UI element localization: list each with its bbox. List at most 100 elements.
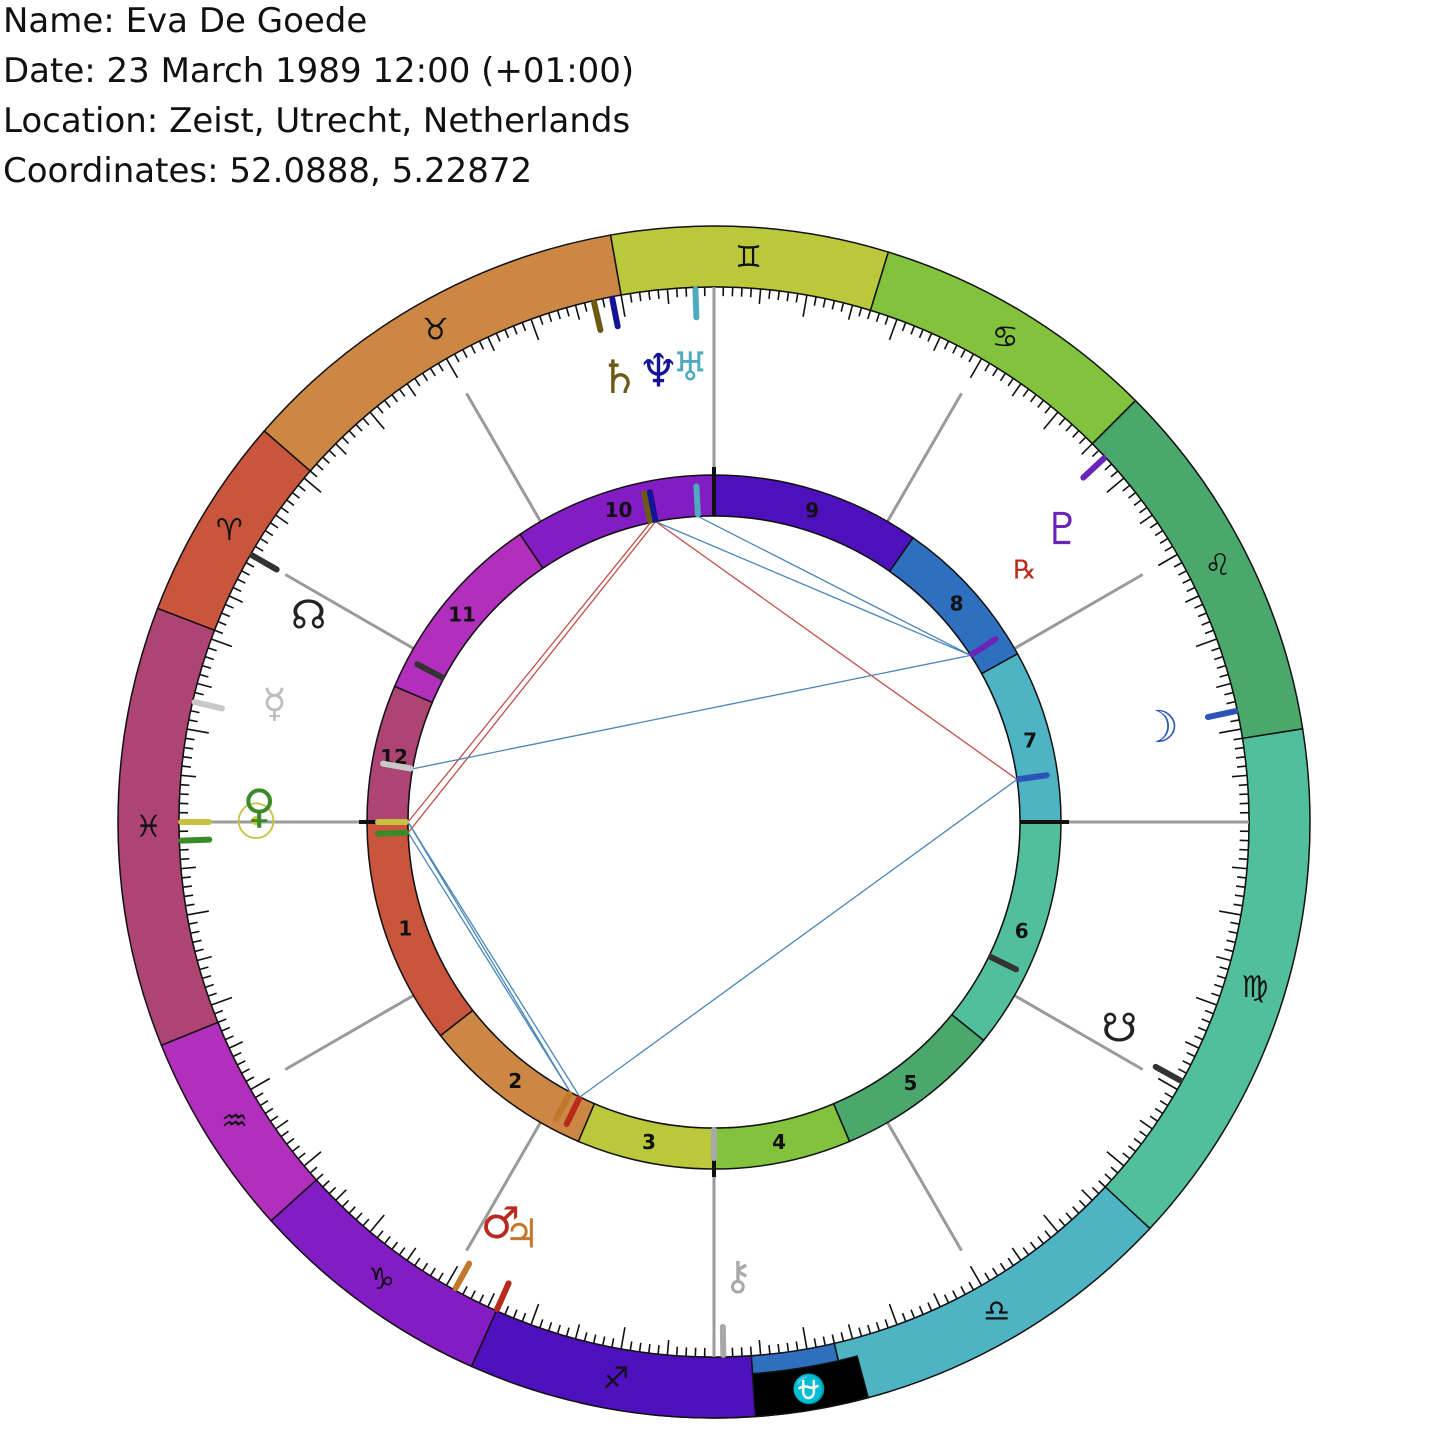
degree-tick	[1214, 983, 1224, 989]
degree-tick	[182, 885, 193, 888]
degree-tick	[1234, 894, 1244, 898]
degree-tick	[221, 1026, 231, 1032]
degree-tick	[786, 1342, 790, 1352]
degree-tick	[202, 664, 212, 669]
degree-tick	[1216, 682, 1231, 689]
degree-tick	[786, 292, 790, 302]
house-number-7: 7	[1023, 728, 1037, 752]
degree-tick	[504, 329, 510, 339]
degree-tick	[180, 783, 190, 787]
degree-tick	[495, 332, 501, 342]
outer-planet-marker	[191, 699, 225, 712]
uranus-icon: ♅	[672, 345, 708, 391]
degree-tick	[429, 367, 436, 377]
degree-tick	[875, 1322, 881, 1332]
degree-tick	[999, 372, 1007, 382]
degree-tick	[1029, 394, 1037, 403]
degree-tick	[504, 1305, 510, 1315]
degree-tick	[666, 288, 670, 305]
degree-tick	[1104, 1173, 1113, 1181]
degree-tick	[280, 1130, 289, 1138]
degree-tick	[232, 586, 242, 593]
degree-tick	[478, 1294, 485, 1304]
degree-tick	[445, 1265, 459, 1286]
degree-tick	[1214, 655, 1224, 661]
outer-planet-marker	[178, 836, 213, 844]
house-cusp-line	[886, 1121, 963, 1252]
degree-tick	[1037, 1236, 1045, 1245]
degree-tick	[822, 1336, 827, 1346]
degree-tick	[992, 1267, 999, 1277]
outer-planet-marker	[591, 299, 604, 333]
degree-tick	[968, 353, 975, 363]
degree-tick	[758, 1339, 762, 1356]
degree-tick	[1104, 463, 1113, 471]
house-number-9: 9	[805, 499, 819, 523]
degree-tick	[241, 570, 250, 576]
degree-tick	[1173, 561, 1183, 568]
degree-tick	[620, 294, 626, 317]
degree-tick	[847, 305, 854, 320]
neptune-icon: ♆	[638, 343, 679, 397]
house-cusp-lines	[179, 287, 1249, 1357]
degree-tick	[1043, 411, 1059, 430]
degree-tick	[1204, 1009, 1214, 1015]
pisces-glyph: ♓	[135, 809, 162, 844]
degree-tick	[675, 288, 679, 298]
degree-tick	[210, 638, 233, 648]
degree-tick	[1238, 783, 1248, 787]
degree-tick	[236, 1060, 246, 1066]
degree-tick	[1235, 885, 1246, 888]
degree-tick	[888, 1303, 898, 1326]
degree-tick	[270, 522, 279, 529]
degree-tick	[1091, 1186, 1100, 1195]
inner-planet-marker	[646, 489, 659, 523]
degree-tick	[224, 1035, 234, 1041]
degree-tick	[1022, 388, 1030, 397]
degree-tick	[421, 1262, 429, 1272]
degree-tick	[960, 349, 966, 358]
degree-tick	[445, 358, 459, 379]
degree-tick	[185, 903, 195, 907]
degree-tick	[322, 1180, 330, 1188]
leo-glyph: ♌	[1204, 548, 1231, 583]
moon-icon: ☽	[1139, 702, 1178, 753]
degree-tick	[228, 595, 244, 603]
house-number-8: 8	[950, 592, 964, 616]
degree-tick	[437, 363, 444, 372]
degree-tick	[620, 1327, 626, 1350]
degree-tick	[1184, 1041, 1200, 1049]
degree-tick	[675, 1346, 679, 1356]
degree-tick	[1022, 1247, 1030, 1256]
birth-date: Date: 23 March 1989 12:00 (+01:00)	[3, 51, 635, 91]
degree-tick	[1228, 930, 1238, 935]
degree-tick	[1078, 436, 1087, 445]
degree-tick	[1237, 765, 1247, 768]
degree-tick	[1237, 876, 1247, 879]
degree-tick	[1197, 1026, 1207, 1032]
degree-tick	[1233, 737, 1243, 741]
aspect-line	[655, 521, 971, 656]
degree-tick	[1058, 417, 1066, 426]
degree-tick	[1201, 1018, 1211, 1024]
degree-tick	[328, 449, 337, 458]
degree-tick	[1234, 746, 1244, 750]
degree-tick	[1007, 378, 1014, 387]
degree-tick	[1139, 1119, 1153, 1130]
degree-tick	[1211, 992, 1221, 997]
inner-planet-marker	[414, 661, 446, 681]
chiron-icon: ⚷	[723, 1253, 752, 1299]
house-cusp-line	[1013, 994, 1144, 1071]
degree-tick	[933, 336, 941, 352]
degree-tick	[355, 423, 363, 432]
degree-tick	[1133, 499, 1142, 507]
degree-tick	[943, 340, 950, 350]
degree-tick	[583, 1332, 588, 1342]
degree-tick	[638, 292, 642, 302]
mercury-icon: ☿	[262, 681, 287, 727]
inner-planet-marker	[987, 954, 1019, 973]
degree-tick	[1128, 491, 1137, 499]
degree-tick	[437, 1272, 444, 1281]
degree-tick	[414, 378, 421, 387]
